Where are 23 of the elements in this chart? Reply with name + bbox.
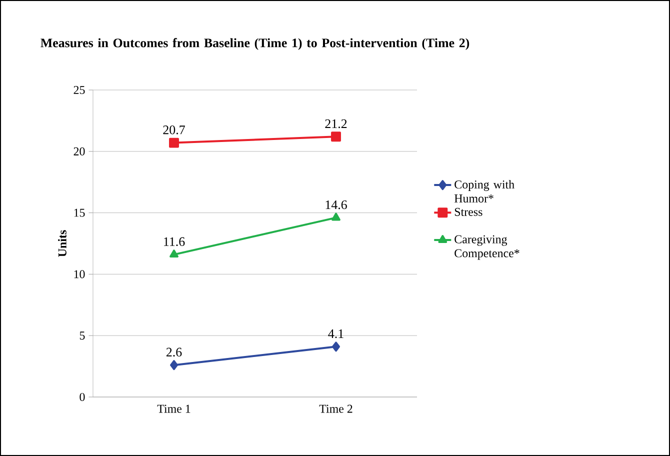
point: [170, 360, 178, 370]
x-tick-label: Time 1: [157, 404, 190, 413]
y-axis-title: Units: [58, 230, 66, 257]
legend-label: Coping with Humor*: [454, 180, 514, 202]
y-tick-label: 15: [74, 208, 85, 217]
y-tick-label: 0: [80, 392, 85, 402]
data-label: 21.2: [325, 119, 347, 128]
y-tick-label: 25: [74, 86, 85, 94]
data-label: 20.7: [163, 126, 185, 134]
data-label: 11.6: [164, 237, 185, 246]
legend-label: Caregiving Competence*: [454, 235, 520, 260]
data-label: 2.6: [166, 348, 182, 357]
x-tick-label: Time 2: [319, 404, 352, 413]
data-label: 14.6: [326, 200, 347, 210]
point: [332, 342, 340, 352]
point: [169, 138, 179, 148]
y-tick-label: 10: [74, 270, 85, 278]
chart-title: Measures in Outcomes from Baseline (Time 1) to Post-intervention (Time 2): [40, 38, 470, 50]
data-label: 4.1: [328, 329, 344, 338]
legend-label: Stress: [454, 208, 482, 216]
y-tick-label: 20: [74, 147, 85, 156]
point: [331, 132, 341, 142]
y-tick-label: 5: [80, 332, 85, 340]
